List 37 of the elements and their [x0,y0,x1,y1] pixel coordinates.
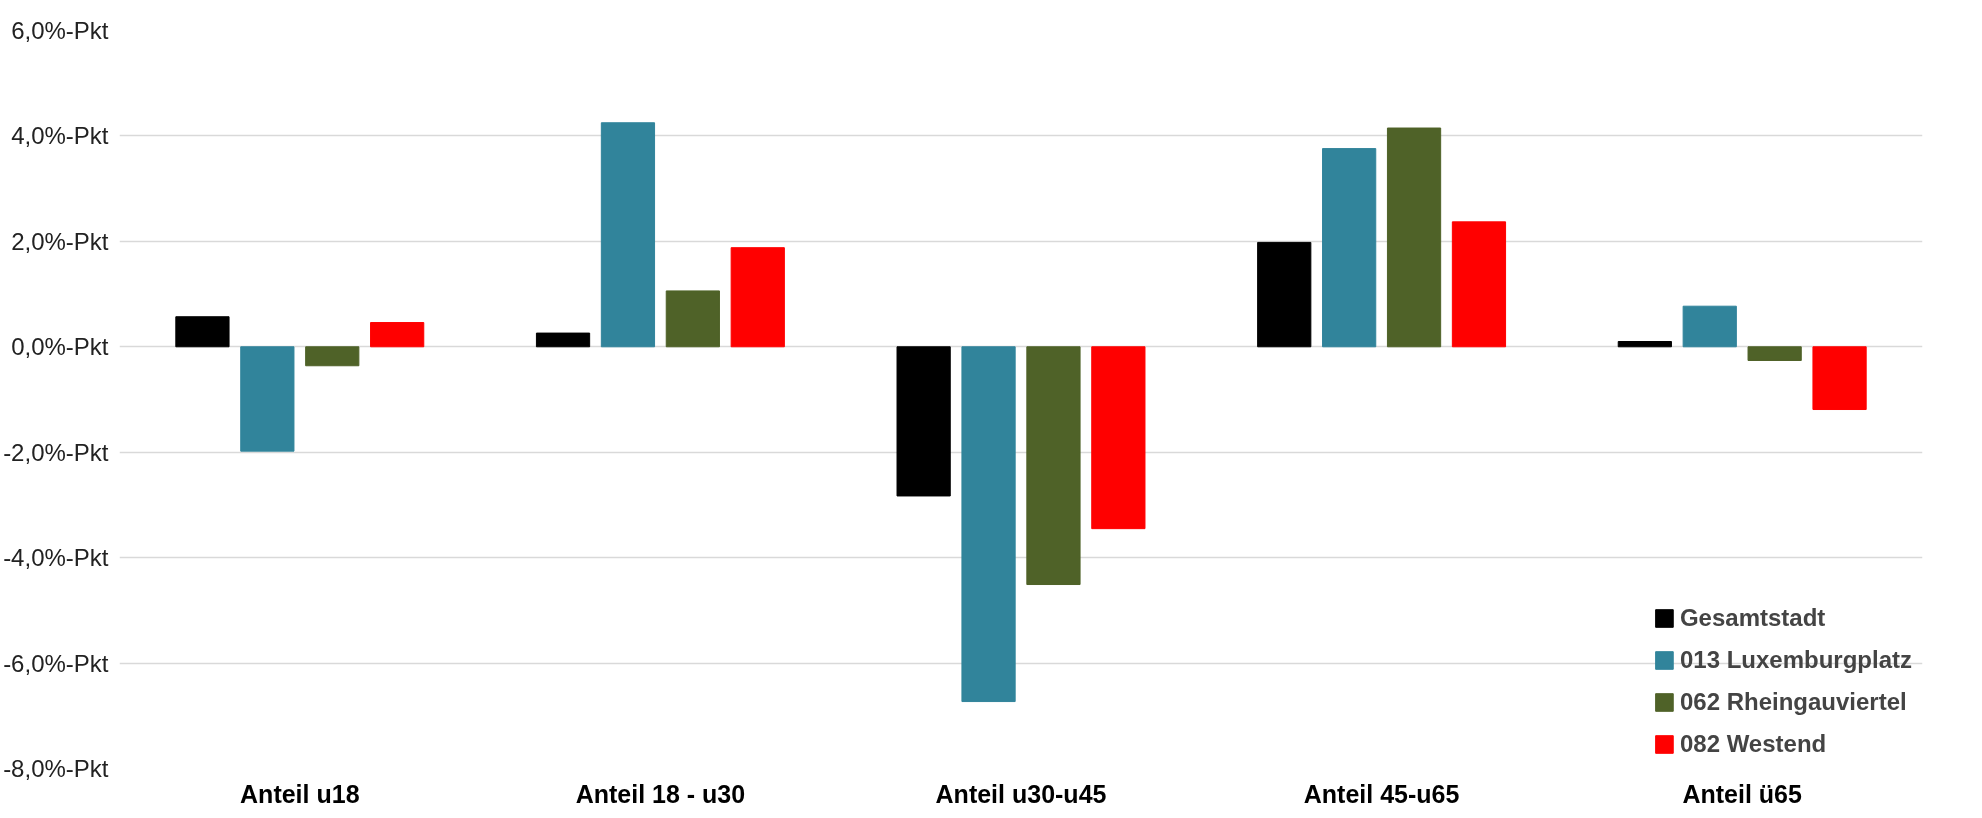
legend-label: Gesamtstadt [1679,604,1826,632]
bar [175,316,230,348]
bar [600,122,656,348]
x-tick-label: Anteil 18 - u30 [575,779,746,808]
y-tick-label: 6,0%-Pkt [11,17,109,44]
bar [1451,221,1507,348]
y-tick-label: -4,0%-Pkt [3,544,109,572]
bar [1812,346,1867,411]
bar [1026,346,1081,586]
x-tick-label: Anteil u30-u45 [935,779,1107,808]
y-tick-label: -2,0%-Pkt [3,438,109,466]
bar [1682,305,1737,348]
bar [1257,241,1312,348]
bar [305,346,360,367]
y-tick-label: 4,0%-Pkt [11,122,109,150]
bar [665,290,720,348]
bar [1386,127,1442,348]
y-tick-label: 2,0%-Pkt [11,227,109,255]
bar [730,247,785,348]
bar [1747,346,1802,361]
y-tick-label: -8,0%-Pkt [3,755,109,782]
y-tick-label: -6,0%-Pkt [3,649,109,677]
legend-label: 013 Luxemburgplatz [1679,646,1912,674]
legend-label: 082 Westend [1679,730,1827,758]
bar [1091,346,1146,530]
bar [370,322,425,348]
bar [961,346,1016,703]
bar [1617,341,1672,348]
bar [240,346,295,452]
bar [1322,148,1377,348]
legend-label: 062 Rheingauviertel [1679,688,1907,716]
bar [535,332,591,348]
y-tick-label: 0,0%-Pkt [11,333,109,361]
x-tick-label: Anteil 45-u65 [1303,779,1460,808]
x-tick-label: Anteil ü65 [1682,779,1803,808]
x-tick-label: Anteil u18 [240,779,360,808]
bar [896,346,951,497]
